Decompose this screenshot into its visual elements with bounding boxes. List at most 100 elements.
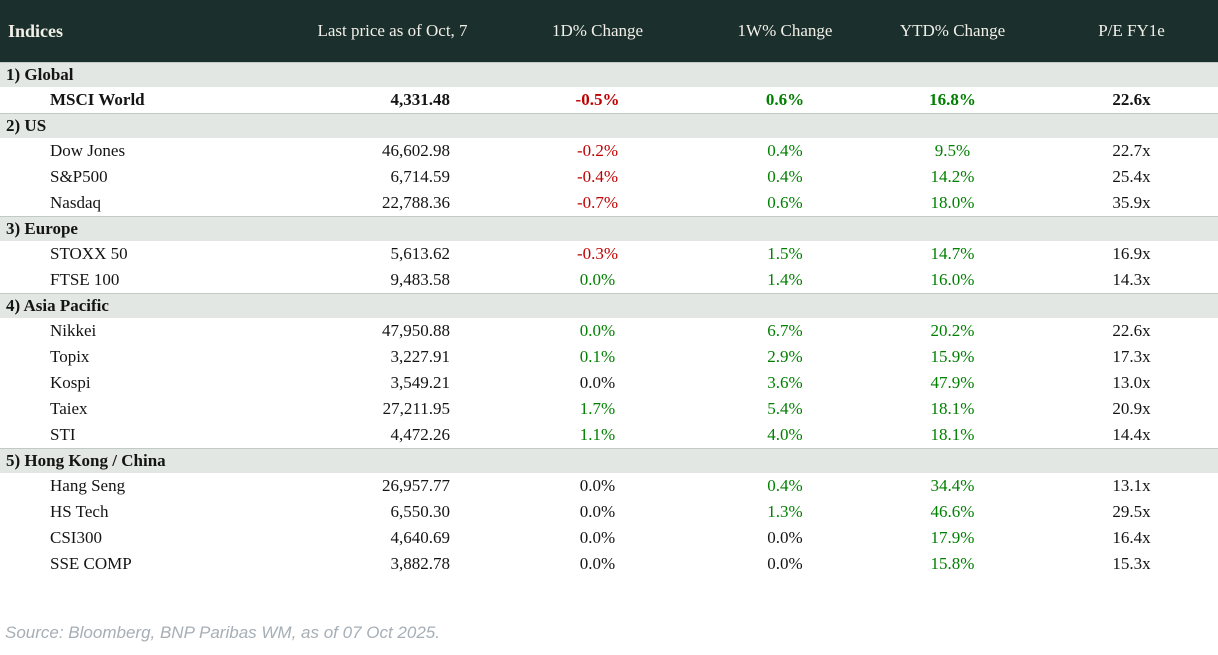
table-row: Nasdaq 22,788.36 -0.7% 0.6% 18.0% 35.9x — [0, 190, 1218, 216]
ytd-change-cell: 15.8% — [930, 554, 975, 573]
last-price-cell: 6,714.59 — [390, 167, 451, 186]
ytd-change-cell: 46.6% — [930, 502, 975, 521]
pe-cell: 22.7x — [1112, 141, 1151, 160]
column-header-last-price: Last price as of Oct, 7 — [317, 21, 468, 40]
pe-cell: 22.6x — [1112, 321, 1151, 340]
last-price-cell: 3,549.21 — [390, 373, 451, 392]
pe-cell: 25.4x — [1112, 167, 1151, 186]
index-name-cell: CSI300 — [50, 528, 102, 547]
last-price-cell: 22,788.36 — [382, 193, 450, 212]
last-price-cell: 26,957.77 — [382, 476, 450, 495]
1d-change-cell: 0.0% — [579, 476, 616, 495]
1w-change-cell: 0.4% — [767, 167, 803, 186]
ytd-change-cell: 16.0% — [930, 270, 975, 289]
ytd-change-cell: 20.2% — [930, 321, 975, 340]
1w-change-cell: 0.0% — [767, 554, 803, 573]
table-row: Hang Seng 26,957.77 0.0% 0.4% 34.4% 13.1x — [0, 473, 1218, 499]
pe-cell: 13.0x — [1112, 373, 1151, 392]
pe-cell: 29.5x — [1112, 502, 1151, 521]
table-row: STI 4,472.26 1.1% 4.0% 18.1% 14.4x — [0, 422, 1218, 448]
pe-cell: 35.9x — [1112, 193, 1151, 212]
last-price-cell: 27,211.95 — [382, 399, 450, 418]
pe-cell: 16.4x — [1112, 528, 1151, 547]
ytd-change-cell: 18.1% — [930, 425, 975, 444]
1d-change-cell: 1.7% — [579, 399, 616, 418]
source-note: Source: Bloomberg, BNP Paribas WM, as of… — [5, 623, 440, 642]
section-header-row: 5) Hong Kong / China — [0, 448, 1218, 473]
1d-change-cell: 0.0% — [579, 502, 616, 521]
1w-change-cell: 4.0% — [767, 425, 803, 444]
index-name-cell: Hang Seng — [50, 476, 126, 495]
1w-change-cell: 3.6% — [767, 373, 803, 392]
1w-change-cell: 0.0% — [767, 528, 803, 547]
table-row: Dow Jones 46,602.98 -0.2% 0.4% 9.5% 22.7x — [0, 138, 1218, 164]
1d-change-cell: -0.7% — [576, 193, 619, 212]
table-row: Topix 3,227.91 0.1% 2.9% 15.9% 17.3x — [0, 344, 1218, 370]
ytd-change-cell: 18.0% — [930, 193, 975, 212]
pe-cell: 17.3x — [1112, 347, 1151, 366]
1w-change-cell: 1.5% — [767, 244, 803, 263]
pe-cell: 16.9x — [1112, 244, 1151, 263]
1w-change-cell: 0.6% — [765, 90, 805, 109]
market-indices-table: Indices Last price as of Oct, 7 1D% Chan… — [0, 0, 1218, 577]
pe-cell: 15.3x — [1112, 554, 1151, 573]
section-label: 5) Hong Kong / China — [6, 451, 166, 470]
last-price-cell: 46,602.98 — [382, 141, 450, 160]
index-name-cell: Dow Jones — [50, 141, 126, 160]
table-row: Nikkei 47,950.88 0.0% 6.7% 20.2% 22.6x — [0, 318, 1218, 344]
index-name-cell: Nasdaq — [50, 193, 101, 212]
1w-change-cell: 2.9% — [767, 347, 803, 366]
table-row: S&P500 6,714.59 -0.4% 0.4% 14.2% 25.4x — [0, 164, 1218, 190]
index-name-cell: S&P500 — [50, 167, 108, 186]
ytd-change-cell: 16.8% — [929, 90, 976, 109]
index-name-cell: Taiex — [50, 399, 88, 418]
last-price-cell: 3,227.91 — [390, 347, 451, 366]
ytd-change-cell: 34.4% — [930, 476, 975, 495]
ytd-change-cell: 14.7% — [930, 244, 975, 263]
table-row: STOXX 50 5,613.62 -0.3% 1.5% 14.7% 16.9x — [0, 241, 1218, 267]
index-name-cell: Kospi — [50, 373, 91, 392]
index-name-cell: MSCI World — [50, 90, 145, 109]
1w-change-cell: 5.4% — [767, 399, 803, 418]
table-header-row: Indices Last price as of Oct, 7 1D% Chan… — [0, 0, 1218, 62]
1w-change-cell: 0.6% — [767, 193, 803, 212]
index-name-cell: FTSE 100 — [50, 270, 120, 289]
section-header-row: 4) Asia Pacific — [0, 293, 1218, 318]
section-header-row: 3) Europe — [0, 216, 1218, 241]
1d-change-cell: 0.1% — [579, 347, 616, 366]
1w-change-cell: 6.7% — [767, 321, 803, 340]
table-row: HS Tech 6,550.30 0.0% 1.3% 46.6% 29.5x — [0, 499, 1218, 525]
ytd-change-cell: 17.9% — [930, 528, 975, 547]
section-header-row: 2) US — [0, 113, 1218, 138]
pe-cell: 14.3x — [1112, 270, 1151, 289]
1w-change-cell: 0.4% — [767, 476, 803, 495]
table-row: SSE COMP 3,882.78 0.0% 0.0% 15.8% 15.3x — [0, 551, 1218, 577]
last-price-cell: 5,613.62 — [390, 244, 451, 263]
column-header-pe: P/E FY1e — [1098, 21, 1165, 40]
last-price-cell: 4,472.26 — [390, 425, 451, 444]
ytd-change-cell: 15.9% — [930, 347, 975, 366]
pe-cell: 22.6x — [1112, 90, 1151, 109]
pe-cell: 20.9x — [1112, 399, 1151, 418]
1w-change-cell: 1.3% — [767, 502, 803, 521]
index-name-cell: Nikkei — [50, 321, 97, 340]
ytd-change-cell: 18.1% — [930, 399, 975, 418]
1d-change-cell: -0.3% — [576, 244, 619, 263]
ytd-change-cell: 47.9% — [930, 373, 975, 392]
1d-change-cell: -0.5% — [575, 90, 620, 109]
section-header-row: 1) Global — [0, 62, 1218, 87]
1d-change-cell: 0.0% — [579, 321, 616, 340]
last-price-cell: 4,331.48 — [390, 90, 451, 109]
section-label: 3) Europe — [6, 219, 78, 238]
last-price-cell: 3,882.78 — [390, 554, 451, 573]
1d-change-cell: 0.0% — [579, 373, 616, 392]
ytd-change-cell: 9.5% — [934, 141, 971, 160]
section-label: 1) Global — [6, 65, 74, 84]
column-header-1d-change: 1D% Change — [551, 21, 644, 40]
section-label: 4) Asia Pacific — [6, 296, 109, 315]
1w-change-cell: 1.4% — [767, 270, 803, 289]
index-name-cell: STOXX 50 — [50, 244, 128, 263]
section-label: 2) US — [6, 116, 47, 135]
table-row: FTSE 100 9,483.58 0.0% 1.4% 16.0% 14.3x — [0, 267, 1218, 293]
1d-change-cell: -0.2% — [576, 141, 619, 160]
